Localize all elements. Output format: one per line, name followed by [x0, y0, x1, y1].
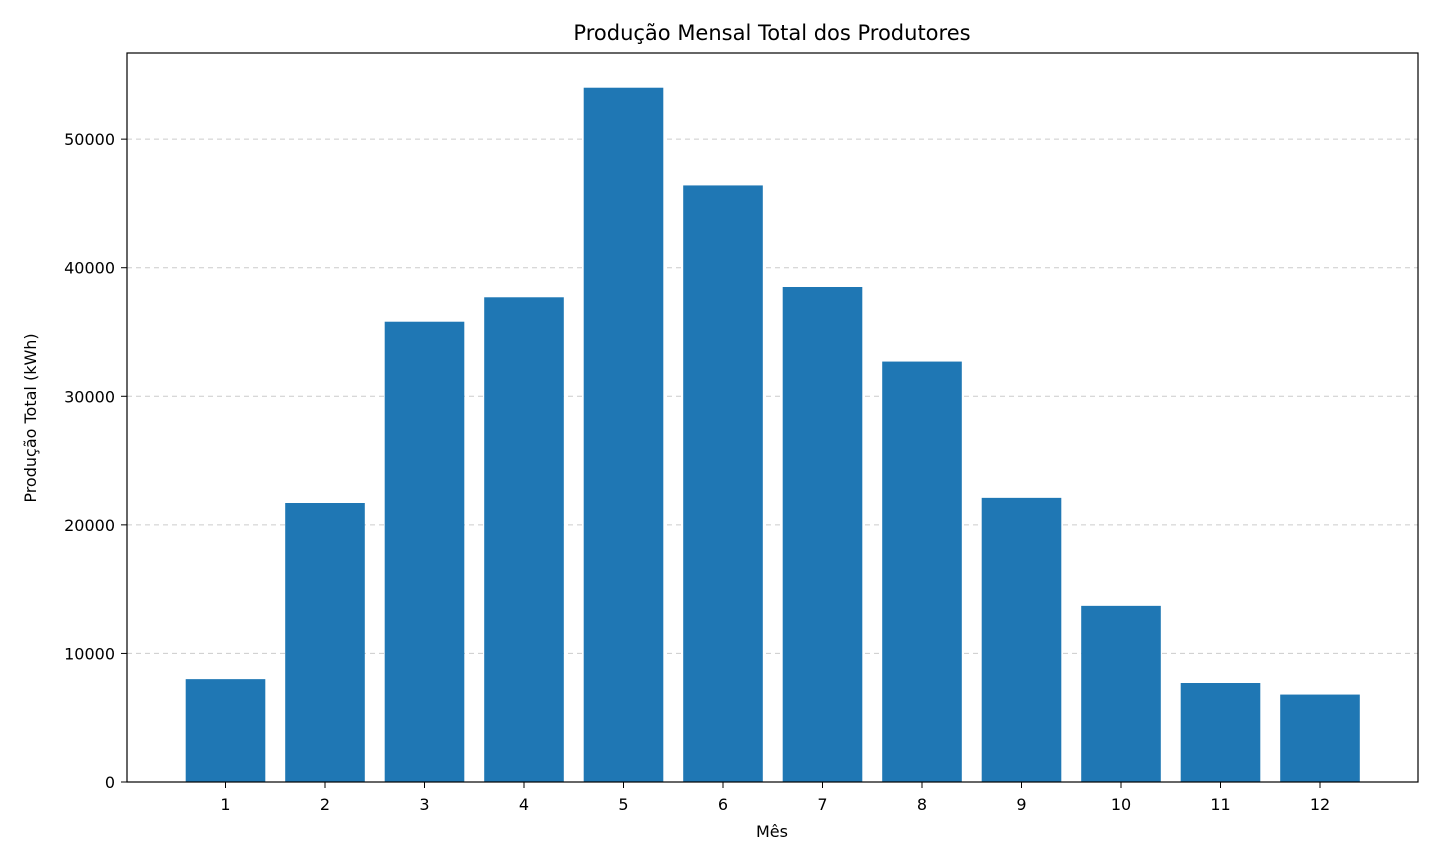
y-tick-label: 10000 — [64, 644, 115, 663]
bar — [484, 297, 564, 782]
x-tick-label: 8 — [917, 795, 927, 814]
y-axis-label: Produção Total (kWh) — [21, 333, 40, 502]
bar — [882, 361, 962, 782]
x-tick-label: 3 — [419, 795, 429, 814]
chart-title: Produção Mensal Total dos Produtores — [573, 21, 970, 45]
y-tick-label: 20000 — [64, 516, 115, 535]
bar — [285, 503, 365, 782]
bar — [1280, 694, 1360, 782]
bar — [583, 87, 664, 782]
bar — [185, 679, 266, 782]
x-tick-label: 6 — [718, 795, 728, 814]
grid-lines — [127, 138, 1418, 654]
x-axis-label: Mês — [756, 822, 788, 841]
plot-frame — [126, 52, 1419, 783]
x-tick-label: 11 — [1210, 795, 1230, 814]
bars — [185, 87, 1360, 782]
bar — [782, 287, 863, 782]
bar — [1081, 605, 1161, 782]
bar — [683, 185, 763, 782]
axes — [121, 52, 1419, 788]
x-tick-label: 7 — [817, 795, 827, 814]
x-tick-label: 4 — [519, 795, 529, 814]
bar — [1180, 683, 1261, 782]
x-tick-label: 1 — [220, 795, 230, 814]
tick-labels: 1 2 3 4 5 6 7 8 9 10 11 120100002000030000400005000… — [64, 130, 1330, 814]
x-tick-label: 10 — [1111, 795, 1131, 814]
y-tick-label: 40000 — [64, 259, 115, 278]
x-tick-label: 12 — [1310, 795, 1330, 814]
x-tick-label: 2 — [320, 795, 330, 814]
bar — [981, 497, 1062, 782]
y-tick-label: 50000 — [64, 130, 115, 149]
y-tick-label: 30000 — [64, 387, 115, 406]
x-tick-label: 5 — [618, 795, 628, 814]
x-tick-label: 9 — [1016, 795, 1026, 814]
bar — [384, 321, 465, 782]
y-tick-label: 0 — [105, 773, 115, 792]
